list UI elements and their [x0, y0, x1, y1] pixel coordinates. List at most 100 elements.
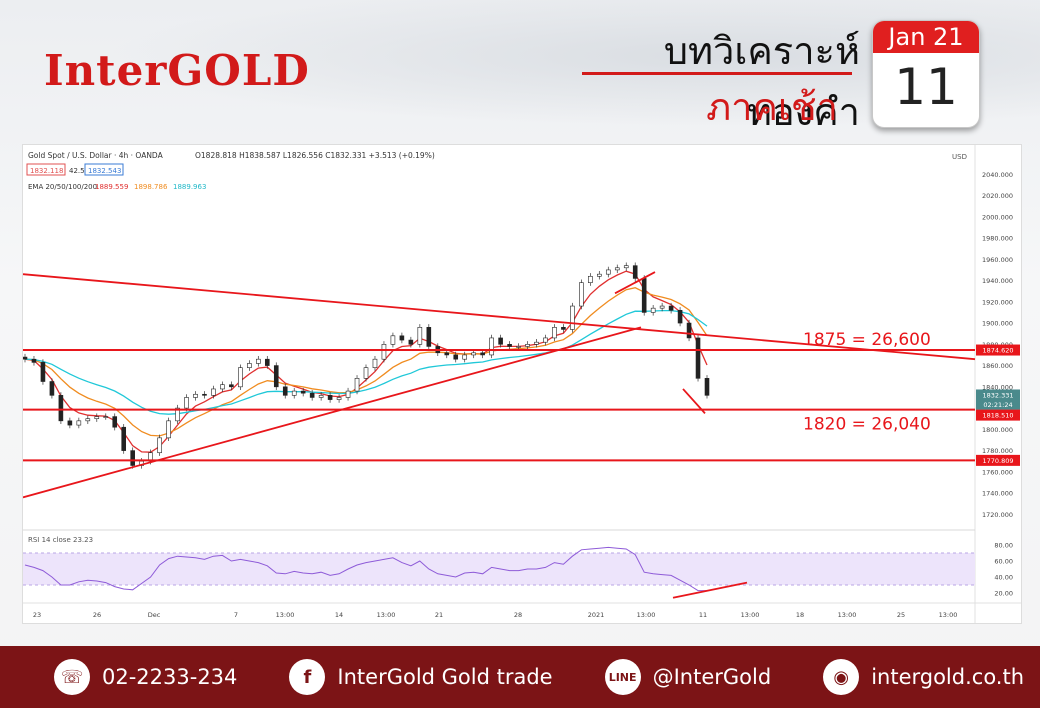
- candle-body: [193, 393, 198, 398]
- legend-ohlc: O1828.818 H1838.587 L1826.556 C1832.331 …: [195, 151, 435, 160]
- rsi-tick-label: 80.00: [994, 542, 1013, 550]
- footer-line[interactable]: LINE @InterGold: [604, 659, 772, 695]
- candle-body: [31, 358, 37, 363]
- x-tick-label: 28: [514, 611, 522, 619]
- candle-body: [390, 335, 396, 345]
- candle-body: [534, 341, 539, 345]
- footer-phone[interactable]: ☏ 02-2233-234: [54, 659, 237, 695]
- candle-body: [256, 358, 261, 364]
- candle-body: [677, 310, 683, 324]
- candle-body: [399, 335, 405, 341]
- candle-body: [668, 305, 674, 311]
- candle-body: [211, 388, 216, 396]
- phone-icon: ☏: [54, 659, 90, 695]
- candle-body: [238, 367, 243, 388]
- footer-website[interactable]: ◉ intergold.co.th: [823, 659, 1024, 695]
- candle-body: [76, 420, 82, 426]
- price-tag-1818-bg: [976, 409, 1020, 421]
- candle-body: [363, 367, 369, 379]
- candle-body: [184, 397, 189, 409]
- bid-box[interactable]: [26, 163, 66, 176]
- x-tick-label: 11: [699, 611, 707, 619]
- candle-body: [579, 282, 584, 307]
- descending-trendline: [22, 273, 976, 361]
- page-subtitle: ภาคเช้า: [706, 85, 838, 129]
- legend-ema50: 1898.786: [134, 183, 168, 191]
- rsi-legend: RSI 14 close 23.23: [28, 536, 93, 544]
- y-tick-label: 1980.000: [982, 235, 1013, 243]
- candle-body: [264, 358, 270, 366]
- candle-body: [623, 265, 629, 269]
- candle-body: [282, 386, 288, 396]
- chart-svg: Gold Spot / U.S. Dollar · 4h · OANDA O18…: [22, 145, 1021, 623]
- footer-facebook[interactable]: f InterGold Gold trade: [289, 659, 553, 695]
- candle-body: [561, 327, 566, 330]
- ask-box[interactable]: [84, 163, 124, 176]
- candle-body: [471, 352, 476, 356]
- annotation-1820: 1820 = 26,040: [803, 415, 931, 435]
- price-tag-1874: 1874.620: [982, 347, 1013, 355]
- ascending-trendline: [22, 326, 642, 499]
- candle-body: [588, 275, 593, 283]
- rsi-line: [24, 546, 707, 592]
- candle-body: [516, 346, 521, 348]
- x-tick-label: 21: [435, 611, 443, 619]
- ema50-line: [24, 287, 708, 437]
- price-tag-current: 1832.331: [982, 391, 1013, 399]
- rsi-tick-label: 20.00: [994, 590, 1013, 598]
- y-tick-label: 1800.000: [982, 426, 1013, 434]
- candle-body: [480, 352, 485, 356]
- calendar-day: 11: [894, 58, 958, 116]
- ask-value: 1832.543: [88, 167, 121, 175]
- candle-body: [67, 420, 73, 426]
- candle-body: [166, 420, 171, 439]
- y-tick-label: 2000.000: [982, 213, 1013, 221]
- candle-body: [597, 273, 602, 277]
- y-tick-label: 1920.000: [982, 298, 1013, 306]
- x-tick-label: 7: [234, 611, 238, 619]
- candle-body: [543, 337, 548, 343]
- candle-body: [309, 392, 315, 398]
- countdown-tag: 02:21:24: [983, 401, 1012, 409]
- candle-body: [570, 305, 575, 330]
- footer-phone-text: 02-2233-234: [102, 665, 238, 689]
- price-tag-1770: 1770.809: [982, 457, 1013, 465]
- countdown-tag-bg: [976, 398, 1020, 410]
- x-tick-label: 13:00: [939, 611, 958, 619]
- calendar-icon: Jan 21 11: [872, 20, 980, 128]
- bid-value: 1832.118: [30, 167, 63, 175]
- y-tick-label: 1780.000: [982, 447, 1013, 455]
- candle-body: [85, 418, 91, 422]
- candle-body: [453, 354, 459, 360]
- y-tick-label: 1840.000: [982, 383, 1013, 391]
- y-tick-label: 1760.000: [982, 468, 1013, 476]
- y-tick-label: 2040.000: [982, 171, 1013, 179]
- candle-body: [273, 365, 279, 388]
- x-tick-label: 23: [33, 611, 41, 619]
- legend-ema: EMA 20/50/100/200: [28, 183, 97, 191]
- candle-body: [650, 307, 656, 313]
- candle-body: [121, 426, 127, 451]
- logo: InterGOLD: [44, 46, 310, 95]
- y-tick-label: 1940.000: [982, 277, 1013, 285]
- candle-body: [686, 322, 692, 339]
- x-tick-label: 26: [93, 611, 101, 619]
- candle-body: [632, 265, 638, 279]
- candle-body: [605, 269, 611, 275]
- line-app-icon: LINE: [604, 659, 641, 695]
- candle-body: [94, 416, 100, 420]
- y-tick-label: 1900.000: [982, 320, 1013, 328]
- x-tick-label: 14: [335, 611, 343, 619]
- x-tick-label: Dec: [148, 611, 161, 619]
- candle-body: [641, 278, 647, 313]
- footer-line-text: @InterGold: [652, 665, 772, 689]
- candle-body: [417, 327, 423, 345]
- x-tick-label: 13:00: [637, 611, 656, 619]
- candle-body: [614, 267, 620, 271]
- rsi-tick-label: 60.00: [994, 558, 1013, 566]
- candle-body: [345, 390, 351, 398]
- candle-body: [462, 354, 468, 360]
- candle-body: [220, 384, 225, 390]
- rsi-tick-label: 40.00: [994, 574, 1013, 582]
- price-tag-current-bg: [976, 389, 1020, 401]
